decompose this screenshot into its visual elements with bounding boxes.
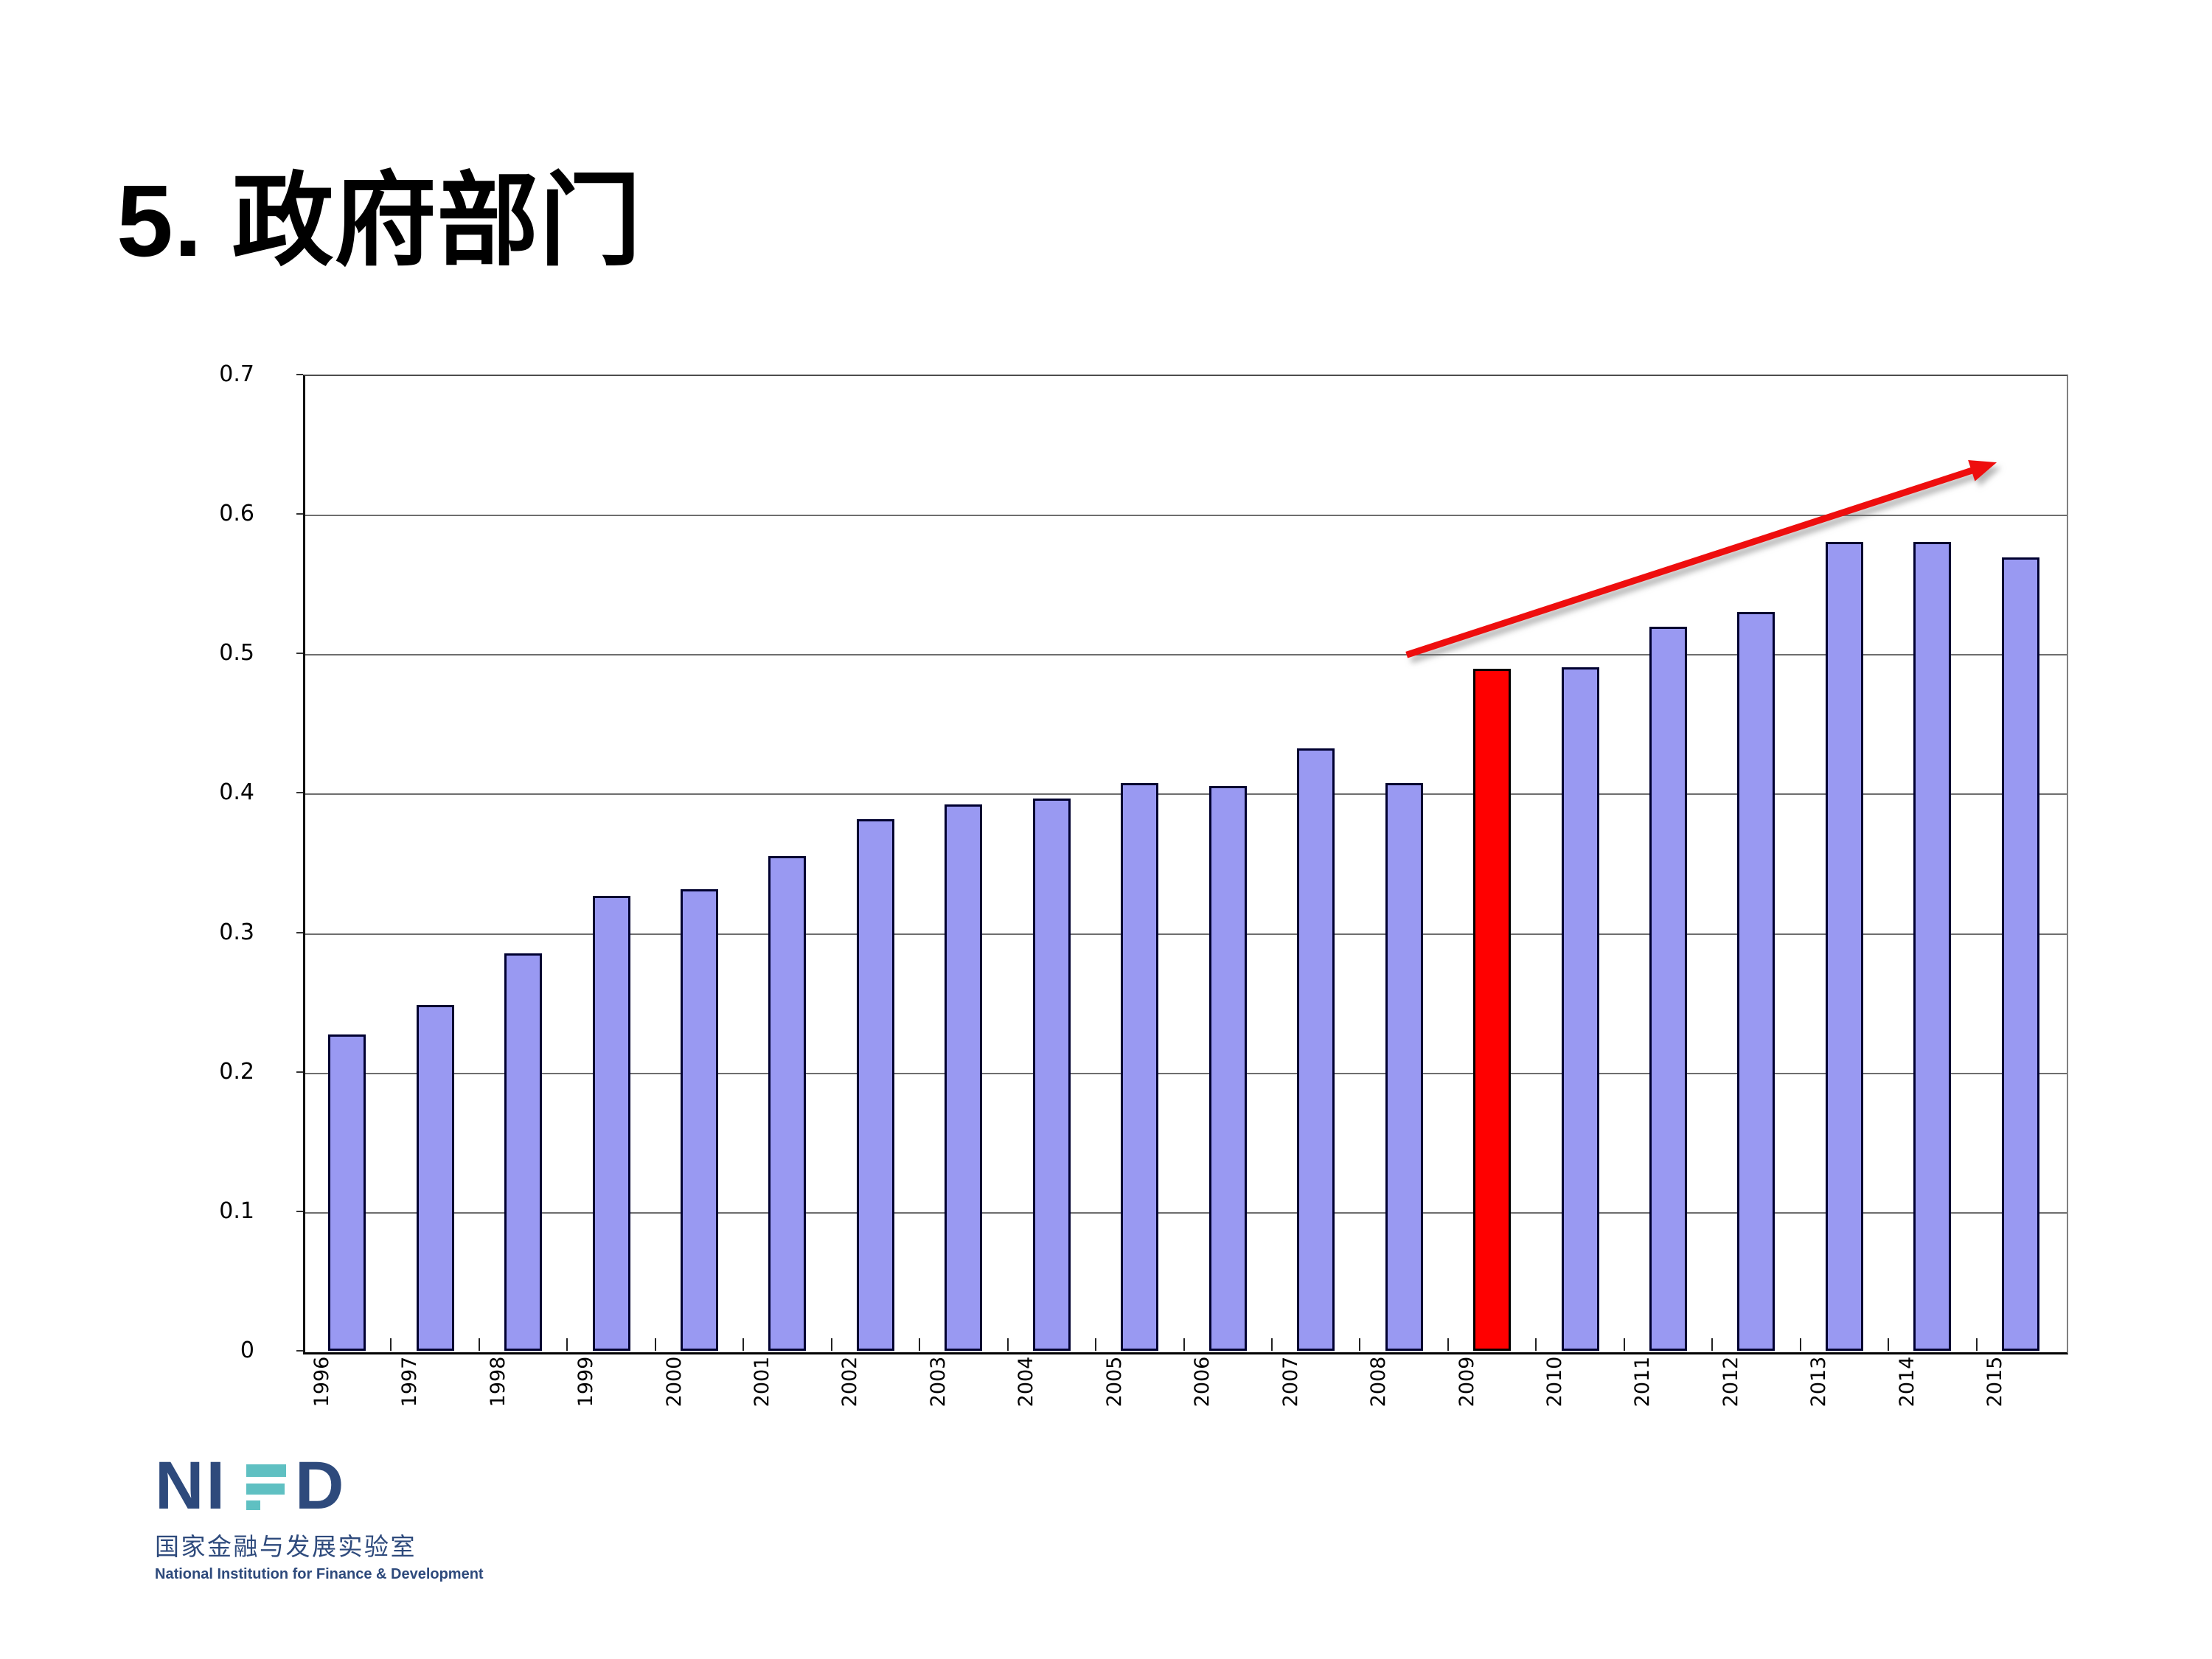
bar-2004 (1032, 798, 1071, 1351)
bar-2006 (1208, 785, 1247, 1351)
y-axis-tick (296, 513, 303, 515)
bar-2014 (1913, 541, 1952, 1351)
x-axis-tick (1888, 1338, 1890, 1351)
wordmark-d: D (295, 1448, 347, 1523)
f-bottom-square (246, 1500, 260, 1510)
x-axis-tick (1975, 1338, 1978, 1351)
y-axis-label: 0.7 (219, 361, 254, 387)
x-axis-tick (1270, 1338, 1273, 1351)
bar-2015 (2001, 557, 2039, 1351)
plot-area (303, 375, 2068, 1354)
y-axis-label: 0.6 (219, 501, 254, 527)
x-axis-tick (1447, 1338, 1449, 1351)
bar-1999 (592, 896, 630, 1351)
gridline (305, 933, 2067, 935)
x-axis-tick (390, 1338, 392, 1351)
x-axis-tick (1359, 1338, 1361, 1351)
x-axis-tick (566, 1338, 568, 1351)
x-axis-tick (919, 1338, 921, 1351)
x-axis-tick (1623, 1338, 1625, 1351)
bar-1998 (504, 953, 543, 1351)
x-axis-tick (654, 1338, 656, 1351)
y-axis-tick (296, 1210, 303, 1212)
bar-1997 (416, 1004, 454, 1351)
x-axis-tick (478, 1338, 480, 1351)
f-middle-bar (246, 1483, 285, 1495)
x-axis-tick (1799, 1338, 1801, 1351)
x-axis-tick (1183, 1338, 1185, 1351)
x-axis-tick (1095, 1338, 1097, 1351)
bar-2001 (768, 855, 807, 1351)
gridline (305, 515, 2067, 517)
nifd-stylized-f-icon (246, 1464, 286, 1510)
gridline (305, 793, 2067, 796)
y-axis-label: 0.3 (219, 919, 254, 945)
gridline (305, 1211, 2067, 1214)
bar-2000 (681, 888, 719, 1351)
y-axis-label: 0.2 (219, 1058, 254, 1085)
gridline (305, 1072, 2067, 1074)
gridline (305, 654, 2067, 656)
y-axis-tick (296, 1071, 303, 1073)
bar-2009-highlighted (1473, 669, 1512, 1351)
bar-1996 (328, 1034, 366, 1351)
bar-2005 (1121, 783, 1159, 1351)
bar-2003 (945, 804, 983, 1351)
y-axis-tick (296, 931, 303, 933)
x-axis-tick (742, 1338, 745, 1351)
nifd-wordmark: NI D (155, 1452, 484, 1520)
slide-title: 5. 政府部门 (116, 164, 642, 278)
bar-2012 (1737, 611, 1775, 1351)
bar-2011 (1649, 627, 1687, 1351)
y-axis-label: 0.4 (219, 779, 254, 806)
x-axis-tick (1006, 1338, 1009, 1351)
bar-2013 (1825, 541, 1863, 1351)
f-top-bar (246, 1464, 286, 1477)
y-axis-tick (296, 374, 303, 375)
bar-2008 (1385, 783, 1423, 1351)
y-axis-tick (296, 1350, 303, 1352)
y-axis-tick (296, 792, 303, 794)
y-axis-tick (296, 653, 303, 655)
x-axis-tick (1535, 1338, 1537, 1351)
bar-2010 (1561, 667, 1599, 1351)
y-axis-label: 0.5 (219, 640, 254, 667)
nifd-logo: NI D 国家金融与发展实验室 National Institution for… (155, 1452, 484, 1582)
logo-chinese-name: 国家金融与发展实验室 (155, 1533, 417, 1560)
bar-2007 (1297, 748, 1335, 1351)
x-axis-tick (830, 1338, 832, 1351)
bar-2002 (856, 819, 894, 1351)
logo-english-name: National Institution for Finance & Devel… (155, 1566, 484, 1582)
wordmark-ni: NI (155, 1448, 227, 1523)
x-axis-tick (1711, 1338, 1714, 1351)
y-axis-label: 0 (240, 1338, 254, 1363)
y-axis-label: 0.1 (219, 1197, 254, 1224)
